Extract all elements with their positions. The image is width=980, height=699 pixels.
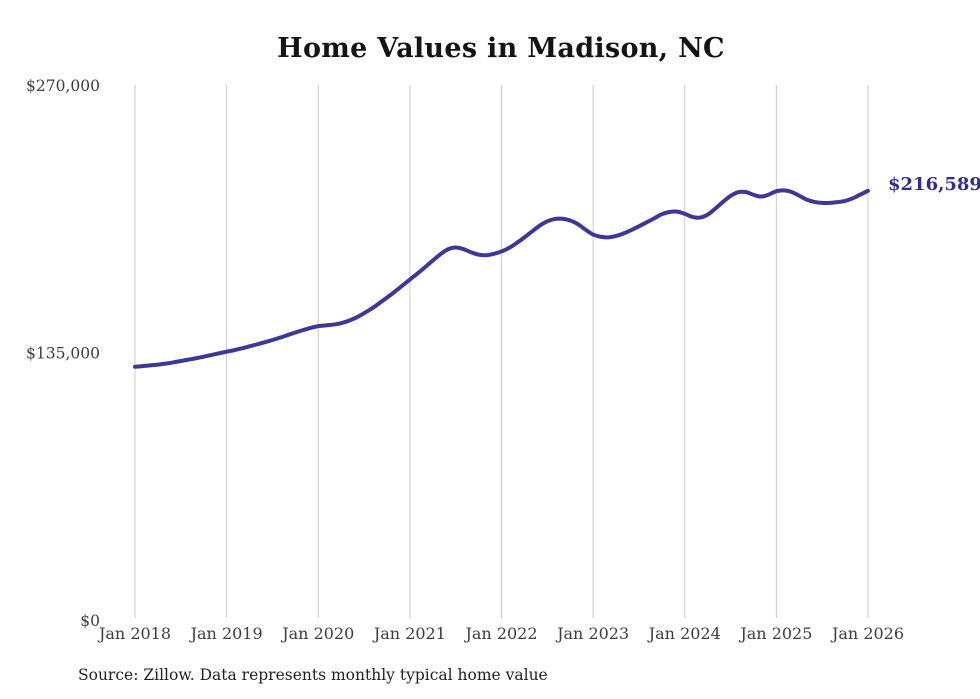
- x-tick-label: Jan 2025: [738, 624, 812, 643]
- chart-title: Home Values in Madison, NC: [277, 33, 725, 64]
- x-tick-label: Jan 2021: [372, 624, 446, 643]
- x-tick-label: Jan 2020: [280, 624, 354, 643]
- y-tick-label: $135,000: [26, 345, 100, 363]
- y-tick-label: $270,000: [26, 77, 100, 95]
- source-note: Source: Zillow. Data represents monthly …: [78, 666, 548, 684]
- x-tick-label: Jan 2026: [830, 624, 904, 643]
- end-value-label: $216,589: [888, 174, 980, 195]
- x-tick-label: Jan 2018: [97, 624, 171, 643]
- y-tick-label: $0: [80, 612, 100, 630]
- x-tick-label: Jan 2022: [463, 624, 537, 643]
- home-value-line: [133, 188, 870, 369]
- x-tick-label: Jan 2023: [555, 624, 629, 643]
- x-tick-label: Jan 2019: [189, 624, 263, 643]
- x-tick-label: Jan 2024: [647, 624, 721, 643]
